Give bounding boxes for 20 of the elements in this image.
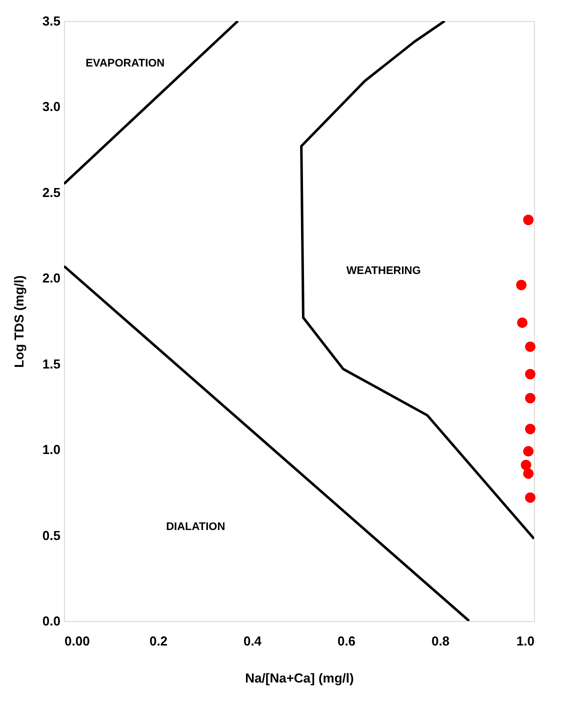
- x-tick-label: 0.00: [64, 634, 90, 648]
- y-tick-label: 0.5: [42, 528, 60, 543]
- y-tick-label: 0.0: [42, 614, 60, 628]
- x-axis-title: Na/[Na+Ca] (mg/l): [245, 670, 354, 686]
- line-series: [300, 21, 534, 540]
- y-tick-label: 3.5: [42, 14, 60, 28]
- annotation: EVAPORATION: [86, 58, 165, 70]
- y-tick-label: 3.0: [42, 99, 60, 114]
- annotation: DIALATION: [166, 520, 226, 533]
- y-axis-title: Log TDS (mg/l): [11, 275, 26, 368]
- y-tick-label: 2.0: [42, 270, 60, 286]
- x-tick-label: 0.6: [337, 634, 356, 648]
- y-tick-label: 1.5: [42, 356, 60, 372]
- x-tick-label: 1.0: [516, 634, 534, 648]
- x-tick-label: 0.4: [243, 634, 262, 648]
- annotation: WEATHERING: [346, 265, 421, 278]
- y-tick-label: 2.5: [42, 184, 60, 200]
- x-tick-label: 0.2: [149, 634, 168, 648]
- x-tick-label: 0.8: [431, 634, 450, 648]
- y-tick-label: 1.0: [42, 442, 60, 458]
